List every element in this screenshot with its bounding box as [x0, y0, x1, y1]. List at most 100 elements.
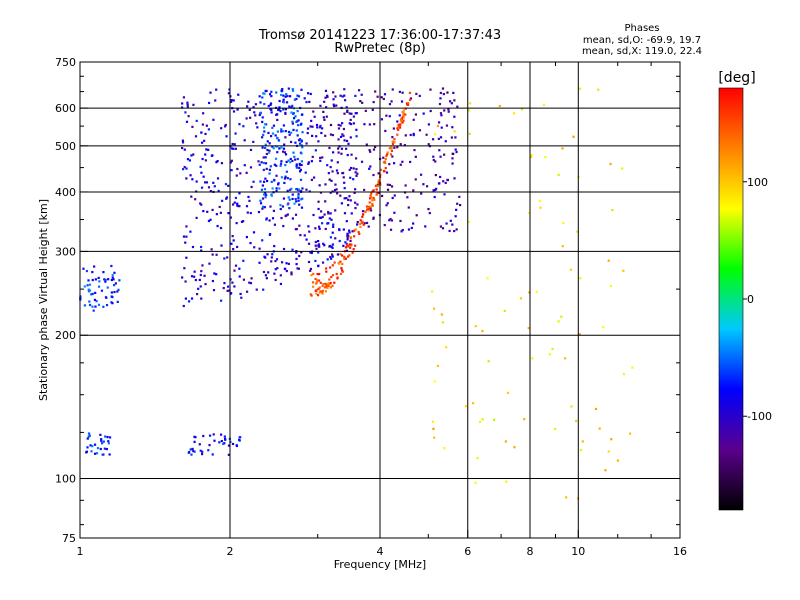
- data-point: [451, 126, 454, 129]
- data-point: [110, 291, 113, 294]
- data-point: [265, 152, 269, 156]
- data-point: [455, 150, 458, 154]
- data-point: [324, 89, 328, 92]
- data-point: [314, 227, 317, 230]
- data-point: [235, 174, 238, 177]
- data-point: [334, 209, 337, 212]
- data-point: [111, 276, 114, 279]
- data-point: [290, 271, 293, 274]
- data-point: [309, 293, 312, 296]
- data-point: [107, 442, 110, 445]
- data-point: [355, 128, 358, 131]
- data-point: [322, 242, 325, 245]
- data-point: [396, 146, 399, 149]
- data-point: [330, 257, 333, 260]
- data-point: [287, 196, 290, 199]
- data-point: [91, 305, 94, 308]
- data-point: [273, 179, 276, 182]
- data-point: [318, 227, 321, 231]
- data-point: [276, 118, 279, 122]
- data-point: [436, 124, 440, 128]
- data-point: [193, 450, 196, 453]
- data-point: [602, 326, 605, 329]
- data-point: [284, 175, 287, 178]
- data-point: [284, 95, 287, 98]
- data-point: [348, 195, 351, 198]
- data-point: [290, 106, 293, 109]
- data-point: [183, 148, 186, 151]
- data-point: [297, 95, 301, 98]
- data-point: [346, 109, 349, 112]
- data-point: [297, 193, 300, 196]
- data-point: [86, 437, 89, 440]
- data-point: [87, 279, 90, 282]
- data-point: [270, 194, 273, 197]
- data-point: [285, 101, 289, 104]
- data-point: [295, 165, 298, 168]
- data-point: [380, 96, 383, 99]
- data-point: [326, 95, 329, 99]
- data-point: [456, 105, 459, 108]
- data-point: [279, 164, 282, 167]
- data-point: [207, 128, 210, 131]
- data-point: [191, 447, 194, 451]
- data-point: [296, 134, 299, 137]
- data-point: [286, 203, 289, 206]
- data-point: [404, 113, 407, 116]
- data-point: [207, 101, 211, 105]
- data-point: [315, 289, 318, 292]
- data-point: [257, 160, 260, 163]
- data-point: [248, 108, 251, 111]
- data-point: [111, 302, 114, 305]
- data-point: [389, 153, 393, 156]
- data-point: [337, 147, 340, 150]
- data-point: [369, 205, 372, 208]
- data-point: [263, 126, 266, 129]
- data-point: [268, 168, 271, 171]
- data-point: [332, 91, 335, 94]
- data-point: [333, 261, 336, 264]
- data-point: [345, 249, 349, 252]
- data-point: [261, 136, 264, 139]
- data-point: [292, 117, 296, 120]
- data-point: [576, 230, 579, 233]
- axis-ticks: 1 2 4 6 8 10 16 75 100 200 300 400 500 600 750: [55, 56, 687, 558]
- data-point: [282, 224, 285, 228]
- data-point: [440, 114, 443, 117]
- data-point: [352, 178, 355, 181]
- data-point: [272, 209, 276, 212]
- data-point: [236, 204, 239, 207]
- data-point: [233, 285, 236, 288]
- data-point: [388, 115, 391, 118]
- data-point: [211, 279, 214, 283]
- data-point: [95, 452, 99, 455]
- data-point: [309, 92, 312, 96]
- data-point: [215, 253, 218, 256]
- data-point: [296, 94, 299, 97]
- data-point: [87, 288, 90, 291]
- data-point: [270, 180, 273, 183]
- data-point: [339, 124, 342, 127]
- data-point: [199, 202, 202, 205]
- data-point: [396, 127, 399, 130]
- data-point: [261, 116, 264, 119]
- data-point: [403, 144, 406, 147]
- data-point: [336, 253, 340, 256]
- data-point: [409, 160, 412, 164]
- data-point: [300, 88, 303, 91]
- data-point: [281, 205, 285, 208]
- data-point: [280, 216, 283, 220]
- data-point: [181, 139, 185, 142]
- data-point: [432, 138, 435, 141]
- data-point: [230, 169, 233, 172]
- data-point: [249, 116, 252, 119]
- data-point: [242, 220, 245, 223]
- data-point: [225, 196, 229, 199]
- data-point: [258, 163, 261, 166]
- data-point: [276, 267, 279, 270]
- data-point: [287, 87, 290, 90]
- data-point: [340, 269, 344, 272]
- data-point: [329, 191, 332, 194]
- data-point: [345, 106, 348, 109]
- data-point: [578, 87, 581, 90]
